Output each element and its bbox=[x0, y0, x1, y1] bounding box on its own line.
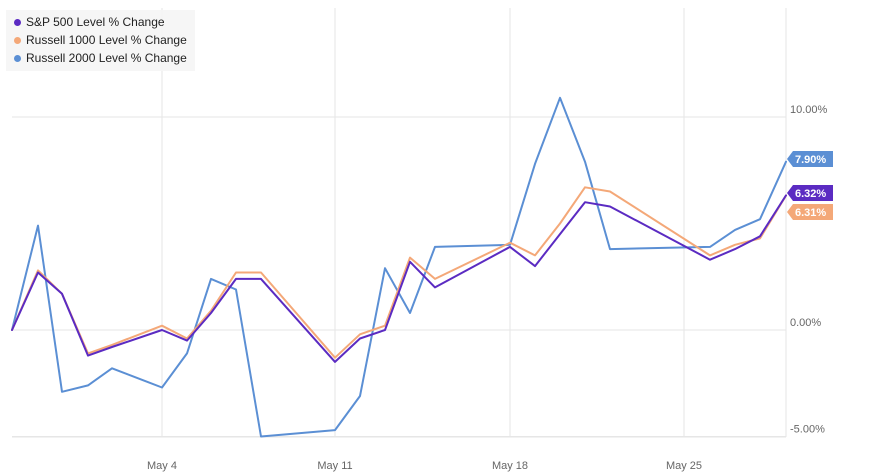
series-line-1 bbox=[11, 186, 787, 359]
y-tick-label-2: -5.00% bbox=[790, 424, 825, 436]
x-tick-label-3: May 25 bbox=[666, 460, 702, 472]
x-tick-label-2: May 18 bbox=[492, 460, 528, 472]
series-line-2 bbox=[11, 96, 787, 438]
end-label-bg-0 bbox=[787, 185, 833, 201]
end-label-text-1: 6.31% bbox=[795, 207, 826, 219]
legend-item-russell-2000[interactable]: Russell 2000 Level % Change bbox=[14, 49, 187, 67]
end-label-bg-1 bbox=[787, 204, 833, 220]
series-layer bbox=[11, 96, 787, 438]
y-axis-ticks: 10.00% 0.00% -5.00% bbox=[790, 104, 828, 436]
x-tick-label-0: May 4 bbox=[147, 460, 177, 472]
legend-item-russell-1000[interactable]: Russell 1000 Level % Change bbox=[14, 31, 187, 49]
legend-label-russell-1000: Russell 1000 Level % Change bbox=[26, 33, 187, 47]
legend-swatch-sp500 bbox=[14, 18, 21, 26]
end-label-bg-2 bbox=[787, 151, 833, 167]
legend-swatch-russell-2000 bbox=[14, 54, 21, 62]
legend-label-sp500: S&P 500 Level % Change bbox=[26, 15, 165, 29]
gridlines bbox=[12, 8, 787, 438]
legend-label-russell-2000: Russell 2000 Level % Change bbox=[26, 51, 187, 65]
end-label-1: 6.31% bbox=[787, 204, 833, 220]
series-line-0 bbox=[11, 194, 787, 363]
y-tick-label-1: 0.00% bbox=[790, 317, 821, 329]
end-label-text-2: 7.90% bbox=[795, 154, 826, 166]
legend: S&P 500 Level % Change Russell 1000 Leve… bbox=[6, 10, 195, 71]
end-value-labels: 7.90% 6.32% 6.31% bbox=[787, 151, 833, 220]
end-label-0: 6.32% bbox=[787, 185, 833, 201]
legend-item-sp500[interactable]: S&P 500 Level % Change bbox=[14, 13, 187, 31]
end-label-text-0: 6.32% bbox=[795, 188, 826, 200]
x-axis-ticks: May 4 May 11 May 18 May 25 bbox=[147, 460, 702, 472]
x-tick-label-1: May 11 bbox=[317, 460, 352, 472]
y-tick-label-0: 10.00% bbox=[790, 104, 828, 116]
legend-swatch-russell-1000 bbox=[14, 36, 21, 44]
end-label-2: 7.90% bbox=[787, 151, 833, 167]
